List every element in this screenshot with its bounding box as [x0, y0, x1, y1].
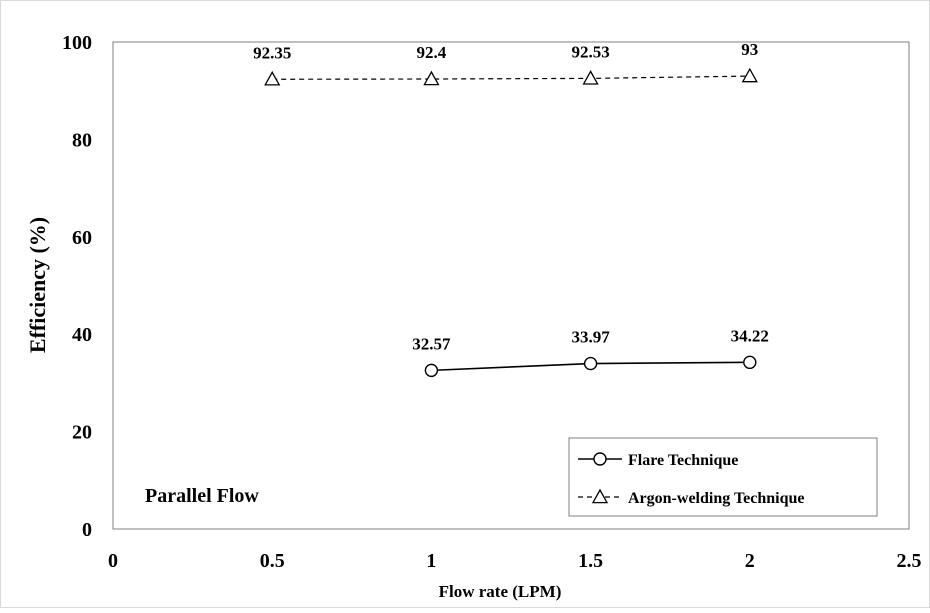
- y-tick-label: 0: [82, 519, 92, 541]
- y-tick-label: 100: [62, 32, 92, 54]
- y-tick-label: 40: [72, 324, 92, 346]
- data-point: [741, 67, 758, 83]
- y-tick-label: 60: [72, 227, 92, 249]
- y-tick-label: 80: [72, 129, 92, 151]
- parallel-flow-annotation: Parallel Flow: [145, 485, 259, 507]
- plot-area-border: [112, 41, 910, 530]
- x-tick-label: 1: [426, 550, 436, 572]
- series-1: 32.57 33.97 34.22: [412, 326, 769, 378]
- data-label: 92.53: [571, 42, 609, 61]
- series-layer: 32.57 33.97 34.22 92.35 92.4 92.53 93: [253, 40, 769, 378]
- y-axis-ticks: 0 20 40 60 80 100: [62, 32, 92, 541]
- data-label: 93: [741, 40, 758, 59]
- data-point: [264, 70, 281, 86]
- y-axis-title: Efficiency (%): [25, 217, 50, 353]
- x-tick-label: 2.5: [897, 550, 922, 572]
- data-label: 32.57: [412, 334, 451, 353]
- data-point: [743, 355, 757, 370]
- series-line: [272, 75, 750, 80]
- x-tick-label: 1.5: [578, 550, 603, 572]
- x-tick-label: 2: [745, 550, 755, 572]
- data-point: [424, 363, 439, 378]
- legend-items: Flare Technique Argon-welding Technique: [578, 452, 804, 507]
- data-label: 92.4: [417, 43, 447, 62]
- data-point: [582, 70, 599, 85]
- x-tick-label: 0.5: [260, 550, 285, 572]
- x-axis-title: Flow rate (LPM): [439, 582, 562, 601]
- data-label: 33.97: [571, 328, 610, 347]
- x-tick-label: 0: [108, 550, 118, 572]
- legend-item: Argon-welding Technique: [578, 488, 804, 507]
- x-axis-ticks: 0 0.5 1 1.5 2 2.5: [108, 550, 922, 572]
- data-label: 34.22: [731, 326, 769, 345]
- legend-marker: [593, 452, 607, 466]
- legend-marker: [591, 488, 609, 504]
- legend-item: Flare Technique: [578, 452, 738, 469]
- legend-box: [568, 437, 878, 517]
- y-tick-label: 20: [72, 422, 92, 444]
- legend: Flare Technique Argon-welding Technique: [568, 437, 878, 517]
- data-point: [583, 356, 598, 371]
- data-point: [423, 70, 440, 86]
- legend-label: Flare Technique: [628, 452, 738, 469]
- series-2: 92.35 92.4 92.53 93: [253, 40, 758, 86]
- legend-label: Argon-welding Technique: [628, 490, 804, 507]
- data-label: 92.35: [253, 43, 291, 62]
